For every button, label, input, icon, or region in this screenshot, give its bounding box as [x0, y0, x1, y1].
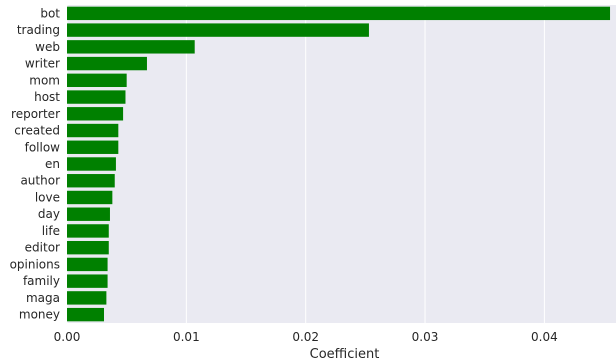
y-tick-label-opinions: opinions — [10, 257, 60, 271]
bar-opinions — [67, 257, 108, 272]
bar-reporter — [67, 107, 124, 121]
y-tick-label-created: created — [14, 124, 60, 138]
y-tick-label-reporter: reporter — [11, 107, 60, 121]
x-tick-label: 0.02 — [292, 330, 319, 344]
x-tick-labels: 0.00 0.01 0.02 0.03 0.04 — [54, 330, 558, 344]
bar-en — [67, 157, 116, 171]
y-tick-label-life: life — [42, 224, 60, 238]
bar-bot — [67, 6, 611, 21]
x-axis-title: Coefficient — [310, 347, 380, 362]
y-tick-label-family: family — [23, 274, 60, 288]
plot-background — [67, 5, 616, 323]
bar-maga — [67, 291, 107, 305]
bar-money — [67, 307, 104, 322]
x-tick-label: 0.03 — [412, 330, 439, 344]
bar-love — [67, 190, 113, 205]
y-tick-label-host: host — [34, 90, 60, 104]
bar-life — [67, 224, 109, 238]
y-tick-label-love: love — [35, 190, 60, 204]
y-tick-label-day: day — [38, 207, 60, 221]
bars — [67, 6, 611, 322]
bar-author — [67, 174, 115, 188]
y-tick-label-en: en — [45, 157, 60, 171]
y-tick-label-follow: follow — [25, 140, 61, 154]
y-tick-label-bot: bot — [40, 6, 60, 20]
bar-created — [67, 123, 119, 138]
bar-writer — [67, 56, 147, 71]
x-tick-label: 0.04 — [531, 330, 558, 344]
y-tick-label-web: web — [35, 40, 60, 54]
y-tick-label-mom: mom — [29, 73, 60, 87]
bar-mom — [67, 73, 127, 88]
y-tick-label-maga: maga — [26, 291, 60, 305]
y-tick-label-author: author — [20, 174, 60, 188]
x-tick-label: 0.01 — [173, 330, 200, 344]
bar-web — [67, 40, 195, 54]
bar-trading — [67, 23, 369, 37]
y-tick-label-writer: writer — [25, 57, 60, 71]
bar-follow — [67, 140, 119, 154]
y-tick-label-trading: trading — [17, 23, 60, 37]
y-tick-label-money: money — [19, 308, 60, 322]
x-tick-label: 0.00 — [54, 330, 81, 344]
y-tick-label-editor: editor — [25, 241, 60, 255]
bar-day — [67, 207, 110, 221]
bar-host — [67, 90, 126, 104]
bar-family — [67, 274, 108, 288]
bar-editor — [67, 240, 109, 255]
y-tick-labels: bot trading web writer mom host reporter create… — [10, 6, 61, 321]
